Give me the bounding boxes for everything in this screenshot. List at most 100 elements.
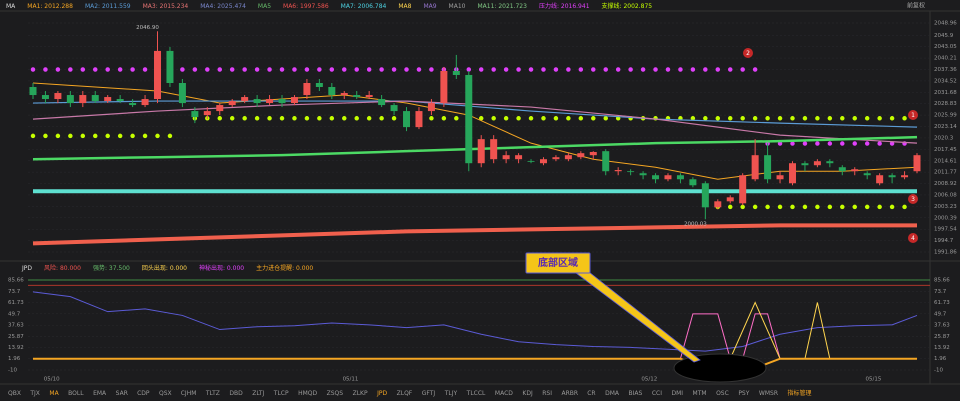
candle-body xyxy=(278,99,286,104)
tab[interactable]: QSX xyxy=(159,390,172,397)
y-tick-label: 2048.96 xyxy=(934,21,957,27)
tab[interactable]: TLCCL xyxy=(466,390,486,397)
marker-label: 1 xyxy=(911,112,915,119)
candle-body xyxy=(614,170,622,172)
candle-body xyxy=(838,167,846,172)
tab[interactable]: CDP xyxy=(137,390,150,397)
tab[interactable]: ZSQS xyxy=(327,390,344,397)
candle-body xyxy=(452,70,460,75)
callout-box xyxy=(525,252,591,274)
tab[interactable]: ZLTJ xyxy=(252,390,264,397)
candle-body xyxy=(253,99,261,104)
legend-item: MA xyxy=(6,3,16,10)
candle-body xyxy=(241,97,249,102)
y-tick-label: 2006.08 xyxy=(934,192,957,198)
candle-body xyxy=(191,111,199,118)
candle-body xyxy=(751,155,759,180)
tab[interactable]: TJX xyxy=(29,390,40,397)
candle-body xyxy=(652,175,660,180)
tab[interactable]: OSC xyxy=(716,390,729,397)
candle-body xyxy=(465,74,473,164)
legend-item: 风险: 80.000 xyxy=(44,264,81,272)
legend: MA MA1: 2012.288 MA2: 2011.559 MA3: 2015.23… xyxy=(6,2,652,10)
legend-item: 压力线: 2016.941 xyxy=(539,2,590,10)
tab[interactable]: CCI xyxy=(652,390,662,397)
y-tick-label-left: -10 xyxy=(8,368,17,374)
tab[interactable]: PSY xyxy=(738,390,749,397)
candle-body xyxy=(290,97,298,104)
candle-body xyxy=(564,155,572,160)
tab[interactable]: MA xyxy=(49,390,59,397)
tab[interactable]: RSI xyxy=(542,390,552,397)
tab[interactable]: SAR xyxy=(116,390,128,397)
candle-body xyxy=(440,70,448,104)
tab[interactable]: BOLL xyxy=(68,390,84,397)
tab[interactable]: MACD xyxy=(495,390,513,397)
y-tick-label: 2034.52 xyxy=(934,78,957,84)
marker xyxy=(908,194,918,204)
tab[interactable]: BIAS xyxy=(629,390,643,397)
tab[interactable]: DMA xyxy=(605,390,620,397)
tab[interactable]: KDJ xyxy=(522,390,533,397)
y-tick-label: 1997.54 xyxy=(934,227,957,233)
candle-body xyxy=(552,157,560,160)
tab[interactable]: TLTZ xyxy=(205,390,220,397)
tab[interactable]: MTM xyxy=(693,390,707,397)
tab[interactable]: GFTJ xyxy=(422,390,436,397)
candle-body xyxy=(365,95,373,98)
candle-body xyxy=(104,97,112,102)
price-annotation: 2046.90 xyxy=(136,25,159,31)
legend-item: MA10 xyxy=(449,3,466,10)
y-tick-label: 2031.68 xyxy=(934,90,957,96)
candle-body xyxy=(129,103,137,106)
legend-item: MA2: 2011.559 xyxy=(85,3,131,10)
candle-body xyxy=(154,50,162,100)
tab[interactable]: JPD xyxy=(376,390,387,397)
tab[interactable]: ZLKP xyxy=(353,390,368,397)
tab[interactable]: QBX xyxy=(8,390,21,397)
legend-item: MA9 xyxy=(423,3,436,10)
tab[interactable]: DBD xyxy=(229,390,243,397)
tab[interactable]: ARBR xyxy=(561,390,577,397)
marker-label: 2 xyxy=(746,50,750,57)
legend-item: MA4: 2025.474 xyxy=(200,3,246,10)
candle-body xyxy=(676,175,684,180)
candle-body xyxy=(378,99,386,106)
candle-body xyxy=(764,155,772,180)
candle-body xyxy=(639,173,647,176)
candle-body xyxy=(602,151,610,172)
candle-body xyxy=(66,95,74,104)
marker xyxy=(743,48,753,58)
tab[interactable]: WMSR xyxy=(759,390,778,397)
candle-body xyxy=(664,175,672,180)
y-tick-label: 1994.7 xyxy=(934,238,954,244)
tab[interactable]: 指标管理 xyxy=(788,389,812,397)
tab[interactable]: DMI xyxy=(671,390,683,397)
price-annotation: 2000.03 xyxy=(684,222,707,228)
tab[interactable]: CJHM xyxy=(181,390,197,397)
candle-body xyxy=(166,50,174,83)
tab[interactable]: TLJY xyxy=(444,390,458,397)
candle-body xyxy=(403,111,411,128)
tab[interactable]: CR xyxy=(587,390,595,397)
candle-body xyxy=(266,99,274,104)
candle-body xyxy=(54,93,62,100)
y-tick-label-left: 73.7 xyxy=(8,289,21,295)
tab[interactable]: HMQD xyxy=(298,390,317,397)
candle-body xyxy=(477,139,485,164)
candle-body xyxy=(851,169,859,172)
candle-body xyxy=(876,175,884,184)
y-tick-label: 2020.3 xyxy=(934,135,954,141)
tab[interactable]: EMA xyxy=(93,390,107,397)
y-tick-label: 73.7 xyxy=(934,289,947,295)
y-tick-label-left: 49.7 xyxy=(8,311,21,317)
tab[interactable]: TLCP xyxy=(273,390,289,397)
y-tick-label-left: 25.87 xyxy=(8,334,24,340)
legend-item: MA6: 1997.586 xyxy=(283,3,329,10)
x-tick-label: 05/15 xyxy=(865,377,881,383)
y-tick-label: 2017.45 xyxy=(934,147,957,153)
tab[interactable]: ZLQF xyxy=(397,390,413,397)
y-tick-label: 2043.05 xyxy=(934,44,957,50)
candle-body xyxy=(178,82,186,104)
